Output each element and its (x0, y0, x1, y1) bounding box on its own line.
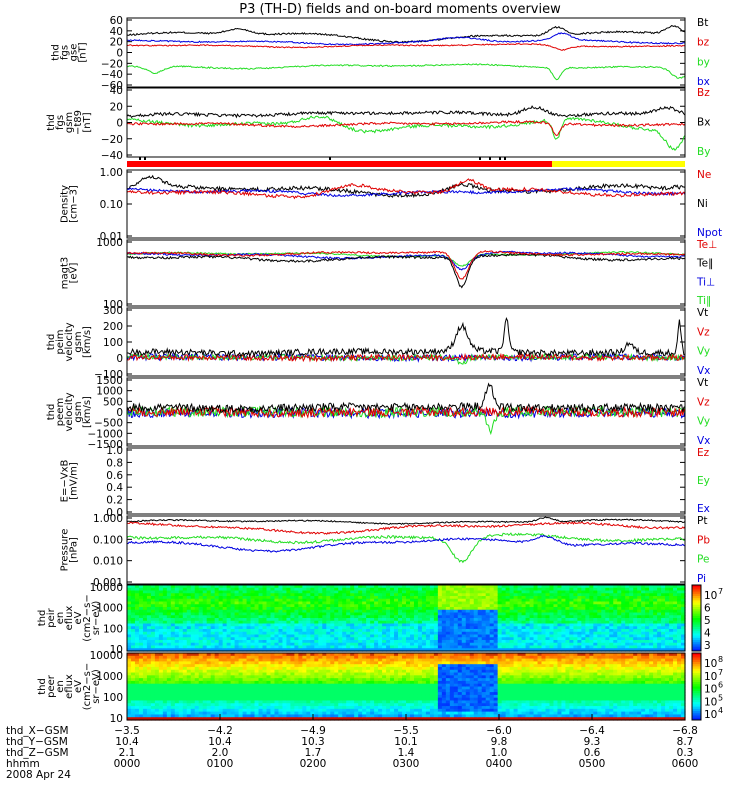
legend-entry: Bt (697, 17, 708, 29)
legend-entry: Ni (697, 198, 708, 210)
legend-entry: by (697, 56, 710, 68)
y-tick-label: 300 (103, 305, 123, 317)
series-line (127, 522, 685, 534)
panel-frame (127, 448, 685, 514)
y-tick-label: 100 (103, 692, 123, 704)
series-line (127, 116, 685, 150)
legend-entry: Vx (697, 365, 710, 377)
y-tick-label: 20 (110, 101, 123, 113)
y-tick-label: 1.0 (106, 445, 123, 457)
legend-entry: Vy (697, 416, 710, 428)
series-line (127, 318, 685, 356)
series-line (127, 106, 685, 117)
y-tick-label: 0.010 (93, 556, 123, 568)
legend-entry: Ti‖ (696, 295, 711, 307)
legend-entry: Ez (697, 447, 710, 459)
y-axis-label: [km/s] (82, 326, 93, 358)
y-axis-label: [nPa] (69, 537, 80, 563)
y-tick-label: −40 (101, 150, 123, 162)
y-tick-label: 0.6 (106, 470, 123, 482)
panel-peer: thdpeerenefluxeV(cm2−s−sr−eV)10000100010… (37, 650, 723, 725)
panel-peir: thdpeirenefluxeV(cm2−s−sr−eV)10000100010… (37, 582, 723, 656)
y-tick-label: 200 (103, 321, 123, 333)
legend-entry: Pi (697, 573, 706, 585)
y-axis-label: [nT] (78, 42, 89, 62)
y-tick-label: 100 (103, 623, 123, 635)
series-line (127, 254, 685, 288)
series-line (127, 33, 685, 45)
legend-entry: Te⊥ (696, 239, 717, 251)
y-axis-label: [km/s] (82, 396, 93, 428)
legend-entry: Pb (697, 534, 710, 546)
legend-entry: Bz (697, 87, 710, 99)
colorbar-tick-label: 10 (704, 590, 717, 602)
state-bar-red (127, 161, 552, 167)
y-tick-label: 1000 (96, 603, 123, 615)
y-tick-label: 0.10 (100, 199, 123, 211)
panel-frame (127, 170, 685, 238)
y-tick-label: −20 (101, 134, 123, 146)
panel-frame (127, 18, 685, 87)
legend-entry: Vy (697, 346, 710, 358)
y-tick-label: 1.000 (93, 513, 123, 525)
panel-peem: thdpeemvelocitygsm[km/s]150010005000−500… (46, 375, 710, 451)
y-tick-label: 10 (110, 713, 123, 725)
y-tick-label: 0.100 (93, 534, 123, 546)
panel-pressure: Pressure[nPa]1.0000.1000.0100.001PtPbPeP… (60, 513, 711, 589)
y-axis-label: [cm−3] (69, 185, 80, 223)
legend-entry: Vz (697, 326, 710, 338)
legend-entry: Pe (697, 554, 709, 566)
y-tick-label: 0.4 (106, 482, 123, 494)
legend-entry: Pt (697, 515, 707, 527)
y-axis-label: [eV] (69, 263, 80, 284)
legend-entry: Te‖ (696, 258, 713, 270)
legend-entry: bz (697, 37, 710, 49)
legend-entry: By (697, 146, 710, 158)
panel-frame (127, 240, 685, 306)
y-tick-label: 10000 (90, 582, 123, 594)
legend-entry: Ti⊥ (696, 276, 715, 288)
y-tick-label: 1.00 (100, 167, 123, 179)
legend-entry: Vz (697, 396, 710, 408)
series-line (127, 533, 685, 562)
legend-entry: Bx (697, 117, 710, 129)
y-axis-label: [mV/m] (69, 462, 80, 500)
y-axis-label: [nT] (82, 112, 93, 132)
y-tick-label: 1000 (96, 237, 123, 249)
colorbar-tick-label: 6 (704, 603, 711, 615)
legend-entry: Ne (697, 169, 711, 181)
legend-entry: Ey (697, 475, 710, 487)
legend-entry: Npot (697, 227, 722, 239)
series-line (127, 44, 685, 51)
y-tick-label: 100 (103, 337, 123, 349)
legend-entry: Vx (697, 435, 710, 447)
y-tick-label: 0.2 (106, 495, 123, 507)
y-tick-label: 40 (110, 85, 123, 97)
y-tick-label: 10000 (90, 650, 123, 662)
series-line (127, 64, 685, 80)
colorbar-tick-label: 4 (704, 628, 711, 640)
colorbar-tick-label: 3 (704, 640, 711, 652)
y-tick-label: 1000 (96, 671, 123, 683)
panel-peim: thdpeimvelocitygsm[km/s]3002001000−100Vt… (46, 305, 710, 381)
legend-entry: Vt (697, 307, 708, 319)
plot-title: P3 (TH-D) fields and on-board moments ov… (239, 2, 561, 17)
colorbar-tick-exponent: 7 (718, 587, 723, 596)
legend-entry: Ex (697, 503, 710, 515)
legend-entry: Vt (697, 377, 708, 389)
y-tick-label: 0.8 (106, 457, 123, 469)
state-bar-yellow (552, 161, 685, 167)
y-tick-label: 0 (116, 118, 123, 130)
y-tick-label: 0 (116, 353, 123, 365)
panel-frame (127, 308, 685, 376)
colorbar-tick-label: 5 (704, 615, 711, 627)
